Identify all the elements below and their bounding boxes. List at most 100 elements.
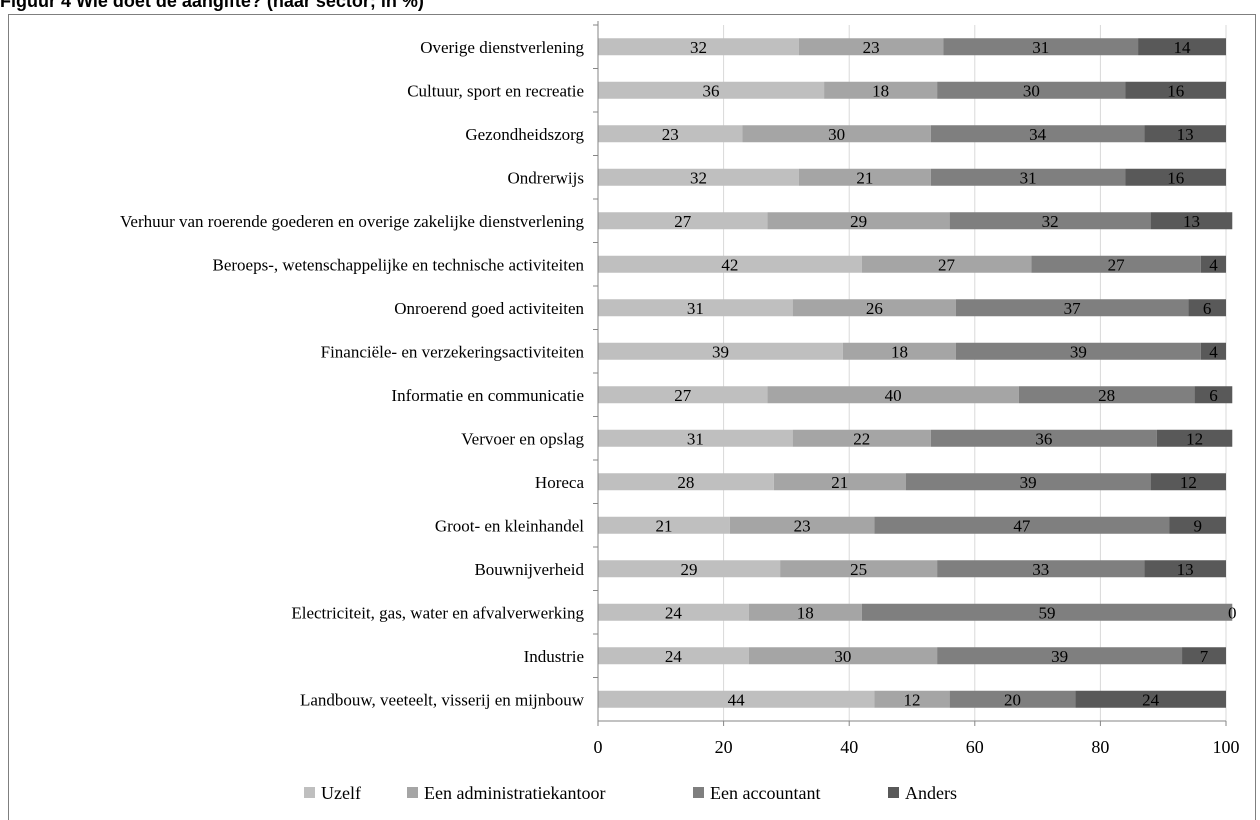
bar-anders — [1125, 81, 1226, 99]
data-label: 13 — [1183, 212, 1200, 231]
bar-uzelf — [598, 38, 799, 56]
data-label: 6 — [1209, 386, 1218, 405]
category-label: Overige dienstverlening — [420, 38, 584, 57]
data-label: 28 — [677, 473, 694, 492]
data-label: 44 — [728, 690, 746, 709]
bar-anders — [1144, 560, 1226, 578]
category-label: Ondrerwijs — [508, 168, 584, 187]
data-label: 30 — [834, 647, 851, 666]
bar-anders — [1200, 255, 1226, 273]
bar-een-accountant — [861, 603, 1233, 621]
bar-een-administratiekantoor — [824, 81, 938, 99]
x-tick-label: 100 — [1213, 737, 1240, 757]
bar-een-accountant — [937, 647, 1183, 665]
data-label: 30 — [828, 125, 845, 144]
data-label: 32 — [690, 38, 707, 57]
bar-een-accountant — [930, 168, 1126, 186]
bar-een-administratiekantoor — [874, 690, 950, 708]
legend-swatch — [304, 787, 315, 798]
bar-uzelf — [598, 125, 743, 143]
data-label: 47 — [1013, 516, 1031, 535]
bar-uzelf — [598, 168, 799, 186]
bar-een-accountant — [949, 690, 1076, 708]
category-label: Industrie — [524, 647, 584, 666]
data-label: 31 — [1032, 38, 1049, 57]
bar-anders — [1150, 212, 1233, 230]
bar-een-administratiekantoor — [780, 560, 938, 578]
bar-een-accountant — [930, 429, 1157, 447]
bar-een-accountant — [949, 212, 1151, 230]
data-label: 59 — [1039, 603, 1056, 622]
data-label: 39 — [1020, 473, 1037, 492]
data-label: 40 — [885, 386, 902, 405]
bar-anders — [1156, 429, 1233, 447]
data-label: 26 — [866, 299, 883, 318]
data-label: 39 — [712, 342, 729, 361]
legend-swatch — [888, 787, 899, 798]
bar-een-accountant — [1018, 386, 1195, 404]
data-label: 32 — [1042, 212, 1059, 231]
legend-item: Uzelf — [304, 783, 361, 803]
data-label: 30 — [1023, 81, 1040, 100]
data-label: 16 — [1167, 81, 1184, 100]
category-label: Horeca — [535, 473, 585, 492]
data-label: 18 — [872, 81, 889, 100]
category-label: Informatie en communicatie — [391, 386, 584, 405]
data-label: 24 — [665, 647, 683, 666]
legend-label: Een accountant — [710, 783, 820, 803]
data-label: 34 — [1029, 125, 1047, 144]
bar-uzelf — [598, 255, 862, 273]
bar-een-administratiekantoor — [742, 125, 931, 143]
data-label: 36 — [1035, 429, 1052, 448]
data-label: 29 — [681, 560, 698, 579]
bar-anders — [1125, 168, 1226, 186]
data-label: 4 — [1209, 342, 1218, 361]
legend-swatch — [693, 787, 704, 798]
data-label: 25 — [850, 560, 867, 579]
data-label: 18 — [891, 342, 908, 361]
bar-een-accountant — [955, 342, 1201, 360]
bar-uzelf — [598, 560, 781, 578]
data-label: 32 — [690, 168, 707, 187]
bar-anders — [1200, 342, 1226, 360]
data-label: 12 — [904, 690, 921, 709]
data-label: 36 — [703, 81, 720, 100]
data-label: 16 — [1167, 168, 1184, 187]
bar-een-administratiekantoor — [748, 603, 862, 621]
bar-een-accountant — [955, 299, 1189, 317]
bar-uzelf — [598, 342, 843, 360]
bar-een-accountant — [937, 81, 1126, 99]
bar-een-administratiekantoor — [773, 473, 906, 491]
legend: Uzelf Een administratiekantoor Een account… — [304, 783, 957, 803]
legend-item: Een administratiekantoor — [407, 783, 605, 803]
data-label: 0 — [1228, 603, 1237, 622]
data-label: 42 — [721, 255, 738, 274]
bar-anders — [1188, 299, 1226, 317]
x-tick-label: 80 — [1091, 737, 1109, 757]
data-label: 9 — [1193, 516, 1202, 535]
bar-een-administratiekantoor — [798, 38, 944, 56]
bar-een-administratiekantoor — [792, 429, 931, 447]
data-label: 31 — [1020, 168, 1037, 187]
data-label: 12 — [1180, 473, 1197, 492]
data-label: 23 — [794, 516, 811, 535]
data-label: 20 — [1004, 690, 1021, 709]
category-label: Landbouw, veeteelt, visserij en mijnbouw — [300, 690, 585, 709]
bar-een-accountant — [930, 125, 1145, 143]
category-label: Electriciteit, gas, water en afvalverwer… — [291, 603, 584, 622]
data-label: 21 — [655, 516, 672, 535]
bar-anders — [1138, 38, 1226, 56]
bar-anders — [1169, 516, 1226, 534]
legend-label: Anders — [905, 783, 957, 803]
data-label: 13 — [1177, 560, 1194, 579]
data-label: 14 — [1174, 38, 1192, 57]
data-label: 27 — [674, 212, 692, 231]
category-label: Groot- en kleinhandel — [435, 516, 584, 535]
x-tick-label: 60 — [966, 737, 984, 757]
category-label: Gezondheidszorg — [465, 125, 584, 144]
legend-label: Een administratiekantoor — [424, 783, 605, 803]
bar-uzelf — [598, 386, 768, 404]
bar-uzelf — [598, 473, 774, 491]
bar-uzelf — [598, 647, 749, 665]
